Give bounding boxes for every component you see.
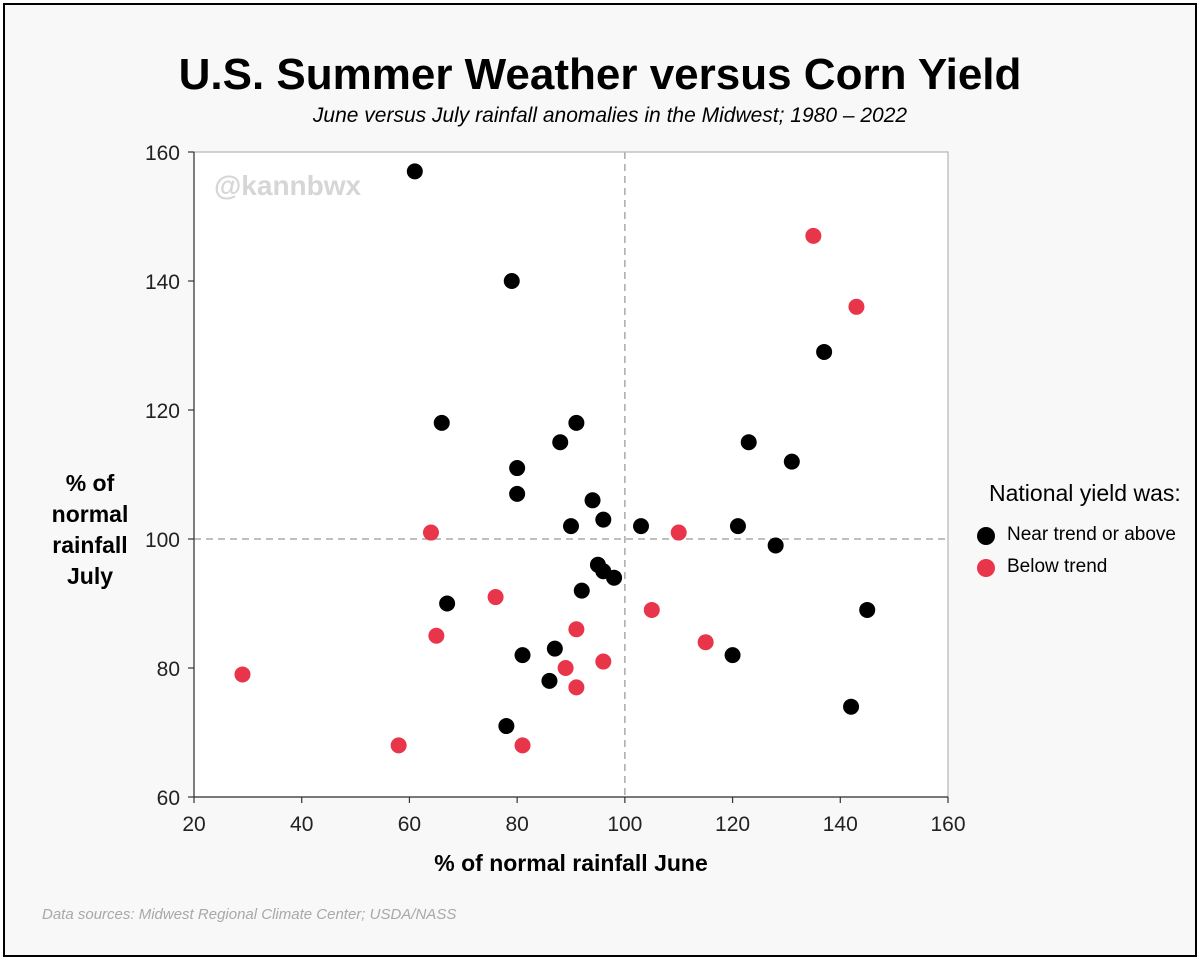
data-point-near-trend [767,537,784,554]
data-point-near-trend [816,343,833,360]
x-tick-label: 140 [823,813,858,836]
data-point-below-trend [848,298,865,315]
x-tick-label: 100 [607,813,642,836]
y-tick-label: 100 [145,529,180,552]
legend-marker-near-trend [977,527,995,545]
x-axis-label: % of normal rainfall June [434,850,708,876]
data-point-below-trend [643,601,660,618]
legend-item-below-trend: Below trend [975,555,1185,579]
plot-area [194,152,948,797]
data-point-near-trend [843,698,860,715]
y-tick-label: 60 [157,787,180,810]
y-tick-label: 80 [157,658,180,681]
data-point-below-trend [557,660,574,676]
data-point-near-trend [729,518,746,535]
data-point-near-trend [859,601,876,618]
data-point-below-trend [390,737,407,754]
chart-title: U.S. Summer Weather versus Corn Yield [178,50,1022,99]
legend: National yield was: Near trend or above … [975,478,1185,587]
legend-item-near-trend: Near trend or above [975,523,1185,547]
data-point-near-trend [724,647,741,664]
data-point-near-trend [740,434,757,451]
x-tick-label: 120 [715,813,750,836]
data-point-near-trend [503,273,520,289]
data-point-below-trend [428,627,445,644]
x-tick-label: 160 [930,813,965,836]
legend-title: National yield was: [989,480,1181,506]
data-point-near-trend [498,718,515,735]
data-point-near-trend [406,163,423,180]
data-point-near-trend [541,672,558,689]
legend-marker-below-trend [977,559,995,577]
data-point-near-trend [584,492,601,509]
data-point-below-trend [595,653,612,670]
chart-subtitle: June versus July rainfall anomalies in t… [312,104,908,127]
data-point-near-trend [514,647,531,664]
data-point-below-trend [514,737,531,754]
data-point-near-trend [568,414,585,431]
data-point-near-trend [595,511,612,528]
data-point-near-trend [509,485,526,502]
data-point-near-trend [439,595,456,612]
data-point-below-trend [234,666,251,683]
data-point-below-trend [697,634,714,651]
data-source-note: Data sources: Midwest Regional Climate C… [42,906,457,923]
data-point-below-trend [487,589,504,606]
legend-label-near-trend: Near trend or above [1007,524,1176,545]
data-point-near-trend [546,640,563,657]
data-point-near-trend [552,434,569,451]
legend-label-below-trend: Below trend [1007,556,1108,577]
data-point-below-trend [670,524,687,541]
data-point-near-trend [433,414,450,431]
data-point-near-trend [606,569,623,586]
y-tick-label: 120 [145,400,180,423]
x-tick-label: 20 [182,813,205,836]
data-point-near-trend [509,460,526,477]
data-point-below-trend [568,679,585,696]
data-point-below-trend [422,524,439,541]
x-tick-label: 80 [505,813,528,836]
data-point-near-trend [573,582,590,599]
data-point-near-trend [633,518,650,535]
y-tick-label: 140 [145,271,180,294]
x-tick-label: 60 [398,813,421,836]
x-tick-label: 40 [290,813,313,836]
data-point-near-trend [783,453,800,470]
y-tick-label: 160 [145,142,180,165]
data-point-below-trend [805,227,822,244]
watermark: @kannbwx [214,170,362,201]
y-axis-label: % of normal rainfall July [51,470,129,589]
data-point-below-trend [568,621,585,638]
data-point-near-trend [563,518,579,535]
